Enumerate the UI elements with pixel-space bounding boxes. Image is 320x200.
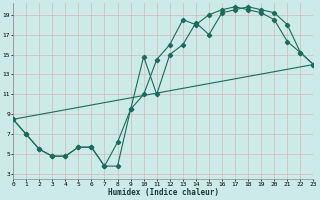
- X-axis label: Humidex (Indice chaleur): Humidex (Indice chaleur): [108, 188, 219, 197]
